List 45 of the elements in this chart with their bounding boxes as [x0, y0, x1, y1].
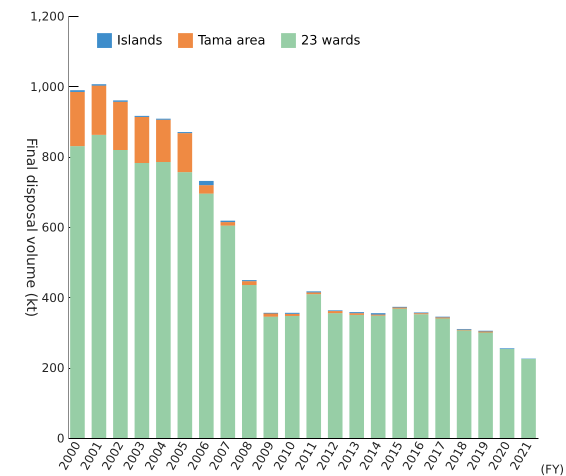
bar: [435, 318, 450, 438]
bar: [521, 358, 536, 438]
y-tick-label: 1,200: [30, 10, 64, 24]
bar: [92, 134, 106, 438]
y-tick-label: 600: [42, 220, 64, 234]
legend-label: Islands: [117, 34, 163, 49]
bar: [242, 281, 257, 286]
bar: [220, 226, 236, 438]
y-tick-label: 1,000: [30, 80, 64, 94]
bar: [328, 313, 343, 438]
bar: [220, 222, 236, 226]
bar: [178, 172, 192, 438]
bar: [370, 316, 386, 438]
bar: [242, 285, 257, 438]
bar: [92, 86, 106, 135]
bar: [156, 162, 171, 438]
bar: [306, 294, 322, 438]
legend-label: Tama area: [197, 34, 266, 49]
bar: [134, 162, 150, 438]
bar: [456, 330, 472, 438]
y-tick-label: 200: [42, 361, 64, 376]
bar: [199, 185, 214, 194]
bar: [414, 314, 428, 438]
bar: [500, 349, 514, 438]
bar: [263, 316, 278, 438]
bar: [134, 116, 150, 163]
y-tick-label: 400: [42, 290, 64, 305]
y-axis-title: Final disposal volume (kt): [23, 138, 40, 318]
bar: [263, 314, 278, 317]
bar: [178, 133, 192, 172]
y-tick-label: 800: [42, 150, 64, 164]
bar: [284, 316, 300, 438]
bar: [349, 314, 364, 438]
legend-label: 23 wards: [301, 34, 361, 49]
bar: [199, 194, 214, 438]
bar: [113, 102, 128, 150]
bar: [70, 92, 85, 146]
bar: [113, 150, 128, 438]
x-axis-title: (FY): [540, 462, 564, 476]
bar: [199, 180, 214, 186]
bar: [478, 332, 493, 438]
bar: [392, 308, 407, 438]
bar: [156, 120, 171, 162]
bar: [70, 146, 85, 438]
y-tick-label: 0: [56, 432, 64, 446]
